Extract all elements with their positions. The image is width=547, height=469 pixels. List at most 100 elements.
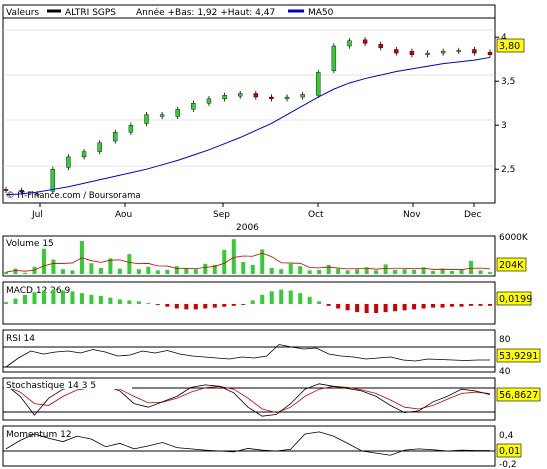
range-text: Année +Bas: 1,92 +Haut: 4,47	[136, 7, 275, 18]
macd-bar	[165, 304, 170, 307]
macd-bar	[421, 304, 426, 309]
macd-bar	[431, 304, 436, 308]
macd-bar	[469, 304, 474, 306]
volume-bar	[108, 258, 113, 274]
macd-bar	[250, 300, 255, 304]
macd-value-tag	[496, 291, 532, 306]
volume-bar	[22, 272, 27, 274]
macd-bar	[79, 293, 84, 304]
macd-bar	[241, 304, 246, 305]
macd-bar	[288, 290, 293, 304]
rsi-panel: RSI 14 80 40 53,9291	[2, 329, 541, 377]
symbol-swatch	[47, 9, 61, 13]
macd-bar	[136, 301, 141, 304]
volume-panel: Volume 15 6000K 204K	[2, 233, 529, 277]
rsi-value-label: 53,9291	[499, 351, 538, 362]
candle-body	[19, 190, 24, 193]
macd-bar	[402, 304, 407, 311]
volume-bar	[393, 269, 398, 274]
momentum-panel: Momentum 12 0,4 0 -0,2 0,01	[2, 425, 522, 469]
macd-bar	[298, 293, 303, 304]
volume-bar	[412, 269, 417, 274]
volume-bar	[212, 265, 217, 274]
macd-bar	[41, 290, 46, 304]
price-panel: Valeurs ALTRI SGPS Année +Bas: 1,92 +Hau…	[2, 4, 525, 204]
macd-bar	[155, 304, 160, 305]
candle-body	[472, 49, 477, 54]
rsi-value-tag	[496, 348, 541, 363]
candle-body	[253, 93, 259, 98]
volume-bar	[450, 271, 455, 274]
macd-bar	[108, 297, 113, 304]
volume-bar	[70, 270, 75, 274]
macd-bar	[60, 290, 65, 304]
copyright-label: © IT-Finance.com / Boursorama	[6, 191, 141, 201]
price-y-axis: 2,5 3 3,5 4	[495, 33, 515, 175]
macd-bar	[307, 296, 312, 304]
volume-bar	[4, 272, 8, 274]
volume-bar	[431, 271, 436, 274]
stochastic-value-label: 56,8627	[499, 390, 538, 401]
macd-bar	[364, 304, 369, 313]
candle-body	[237, 93, 243, 97]
macd-title: MACD 12 26 9	[6, 286, 70, 296]
ma-legend-label: MA50	[308, 8, 334, 18]
candle-body	[456, 50, 461, 52]
volume-bar	[440, 268, 445, 274]
x-tick-label: Oct	[308, 210, 324, 220]
volume-bar	[402, 269, 407, 274]
x-axis: Jul Aou Sep Oct Nov Dec 2006	[31, 203, 481, 233]
volume-bar	[364, 267, 369, 274]
macd-bar	[450, 304, 455, 307]
candle-body	[191, 102, 196, 110]
candle-body	[425, 52, 430, 56]
volume-y-tick: 6000K	[499, 233, 529, 243]
macd-bar	[117, 299, 122, 304]
stochastic-title: Stochastique 14 3 5	[6, 381, 96, 391]
macd-bar	[393, 304, 398, 312]
volume-bar	[98, 268, 103, 274]
macd-bar	[459, 304, 464, 307]
volume-bar	[136, 269, 141, 274]
volume-value-label: 204K	[499, 260, 524, 271]
candle-body	[128, 124, 134, 133]
rsi-y-tick: 80	[499, 335, 511, 345]
ma-swatch	[288, 9, 304, 13]
candle-body	[487, 51, 493, 55]
price-value-label: 3,80	[499, 41, 520, 52]
macd-bar	[89, 295, 94, 304]
macd-bar	[488, 304, 492, 306]
macd-bar	[355, 304, 360, 313]
candle-body	[440, 51, 446, 54]
candle-body	[347, 40, 352, 47]
volume-bar	[184, 268, 189, 274]
volume-bar	[117, 268, 122, 274]
y-tick-label: 3	[501, 121, 507, 131]
macd-bar	[13, 298, 18, 304]
macd-bar	[70, 291, 75, 304]
volume-bar	[231, 239, 236, 274]
volume-bar	[459, 269, 464, 274]
macd-bar	[193, 304, 198, 310]
macd-bar	[478, 304, 483, 306]
rsi-line	[5, 344, 490, 368]
stochastic-value-tag	[496, 387, 541, 402]
macd-bar	[374, 304, 379, 313]
macd-bar	[51, 289, 56, 304]
candle-body	[144, 114, 149, 124]
volume-bar	[383, 264, 388, 274]
x-tick-label: Jul	[31, 210, 43, 220]
candle-body	[222, 95, 227, 99]
candle-body	[362, 39, 368, 44]
volume-bar	[345, 270, 350, 274]
volume-bar	[317, 269, 322, 274]
symbol-label: ALTRI SGPS	[65, 8, 116, 18]
candle-body	[50, 168, 56, 192]
volume-bar	[374, 270, 379, 274]
macd-bar	[412, 304, 417, 310]
macd-bar	[231, 304, 236, 306]
ma50-line	[5, 56, 491, 196]
volume-bar	[222, 250, 227, 274]
volume-bar	[250, 265, 255, 274]
